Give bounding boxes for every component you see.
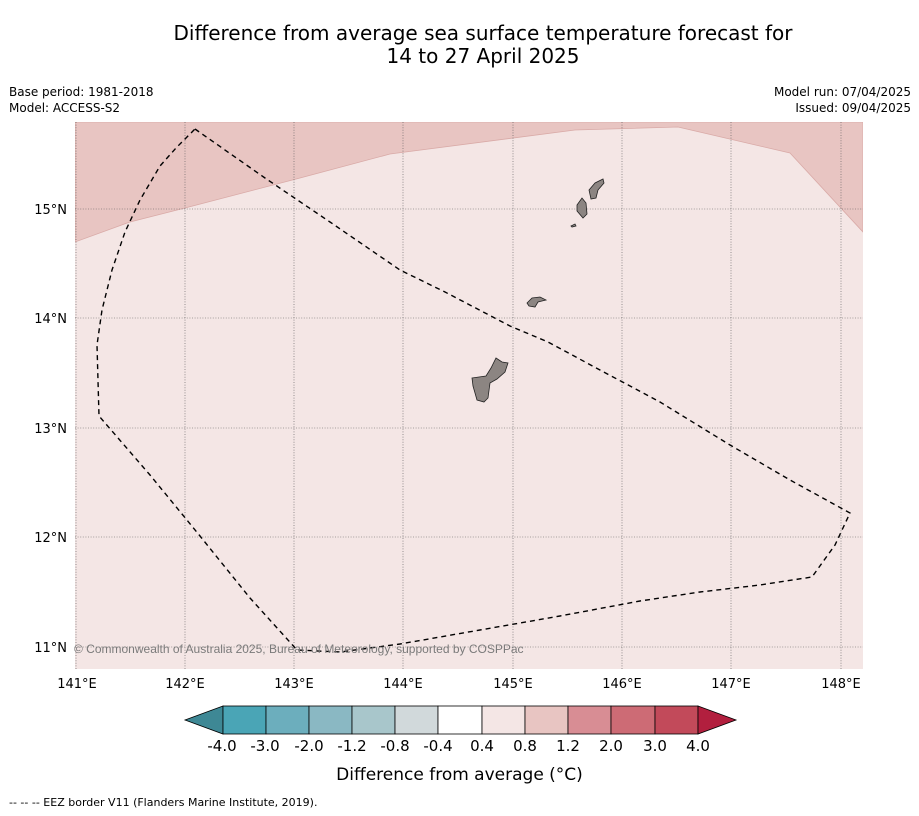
lat-label-14: 14°N [34,312,67,327]
lon-label-143: 143°E [274,677,314,692]
meta-right: Model run: 07/04/2025 Issued: 09/04/2025 [774,84,911,116]
colorbar-tick: 0.4 [470,737,494,755]
eez-legend-note: -- -- -- EEZ border V11 (Flanders Marine… [9,796,318,809]
land-masses [471,178,605,403]
issued-text: Issued: 09/04/2025 [795,101,911,115]
colorbar-label: Difference from average (°C) [336,765,583,785]
colorbar-segment-10 [610,705,656,735]
title-line-2: 14 to 27 April 2025 [386,44,580,68]
lon-label-145: 145°E [493,677,533,692]
colorbar-segment-6 [437,705,483,735]
base-period-text: Base period: 1981-2018 [9,85,154,99]
lat-label-13: 13°N [34,422,67,437]
colorbar-tick: -1.2 [337,737,366,755]
aguijan-islet [570,223,577,228]
lat-label-15: 15°N [34,203,67,218]
colorbar-tick: 4.0 [686,737,710,755]
lon-label-142: 142°E [165,677,205,692]
colorbar-tick: -3.0 [250,737,279,755]
colorbar-segment-4 [351,705,396,735]
lat-label-12: 12°N [34,531,67,546]
colorbar-segment-1 [222,705,267,735]
colorbar-segment-5 [394,705,439,735]
guam-island [471,357,509,403]
colorbar-segment-7 [481,705,526,735]
colorbar-tick: -4.0 [207,737,236,755]
sst-anomaly-band-0.8-1.2 [75,122,863,243]
longitude-labels: 141°E 142°E 143°E 144°E 145°E 146°E 147°… [57,677,861,692]
latitude-labels: 15°N 14°N 13°N 12°N 11°N [34,203,67,656]
copyright-notice: © Commonwealth of Australia 2025, Bureau… [74,642,524,656]
lon-label-141: 141°E [57,677,97,692]
colorbar-tick: 0.8 [513,737,537,755]
lon-label-144: 144°E [383,677,423,692]
colorbar-extend-high [697,705,738,735]
lon-label-148: 148°E [821,677,861,692]
sst-anomaly-band-0.4-0.8 [75,122,863,669]
title-line-1: Difference from average sea surface temp… [173,21,793,45]
meta-left: Base period: 1981-2018 Model: ACCESS-S2 [9,84,154,116]
tinian-island [576,197,588,219]
saipan-island [588,178,605,200]
lon-label-146: 146°E [602,677,642,692]
map-title: Difference from average sea surface temp… [0,22,919,68]
colorbar-tick: 1.2 [556,737,580,755]
colorbar-segment-3 [308,705,353,735]
rota-island [526,296,548,308]
colorbar-tick: 3.0 [643,737,667,755]
map-area [75,122,863,669]
lon-label-147: 147°E [711,677,751,692]
model-text: Model: ACCESS-S2 [9,101,121,115]
colorbar-ticks: -4.0 -3.0 -2.0 -1.2 -0.8 -0.4 0.4 0.8 1.… [207,737,710,755]
colorbar-segment-9 [567,705,612,735]
colorbar-tick: -0.8 [380,737,409,755]
model-run-text: Model run: 07/04/2025 [773,85,911,99]
colorbar [183,705,738,735]
lat-label-11: 11°N [34,641,67,656]
colorbar-tick: 2.0 [599,737,623,755]
colorbar-tick: -0.4 [423,737,452,755]
colorbar-segment-11 [654,705,699,735]
colorbar-extend-low [183,705,224,735]
graticule [75,122,863,669]
colorbar-segment-8 [524,705,569,735]
colorbar-tick: -2.0 [294,737,323,755]
colorbar-segment-2 [265,705,310,735]
map-svg: © Commonwealth of Australia 2025, Bureau… [34,122,863,755]
